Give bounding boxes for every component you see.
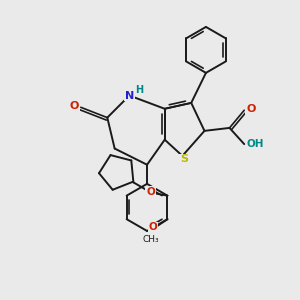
Text: OH: OH xyxy=(247,139,264,149)
Text: O: O xyxy=(148,222,157,233)
Text: CH₃: CH₃ xyxy=(143,235,160,244)
Text: O: O xyxy=(246,104,255,114)
Text: S: S xyxy=(180,154,188,164)
Text: N: N xyxy=(125,91,135,100)
Text: H: H xyxy=(135,85,143,95)
Text: O: O xyxy=(70,101,79,111)
Text: O: O xyxy=(146,187,155,197)
